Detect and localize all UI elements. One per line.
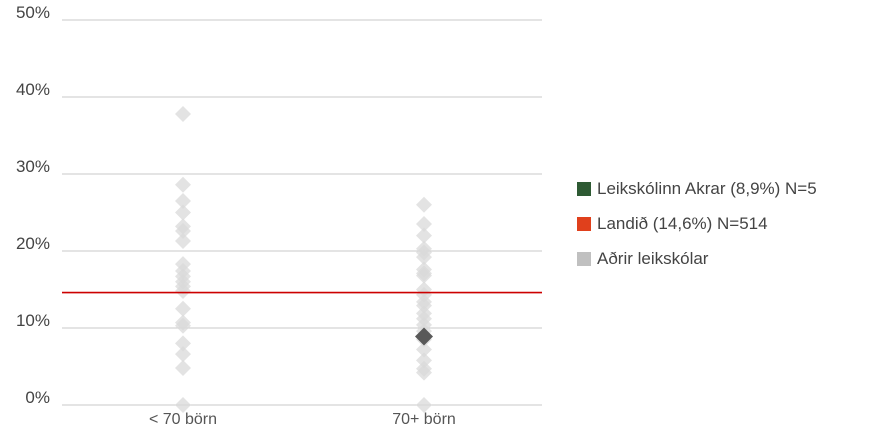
legend-label-landid: Landið (14,6%) N=514 [597,214,768,233]
data-point [416,227,432,244]
data-point [416,341,432,358]
x-category-label: 70+ börn [392,411,456,428]
data-point [416,196,432,213]
legend-item-adrir: Aðrir leikskólar [577,248,817,270]
x-category-label: < 70 börn [149,411,217,428]
data-point [175,283,191,300]
data-point [416,397,432,413]
data-point [175,300,191,317]
data-point [416,216,432,233]
highlight-point [415,327,433,346]
data-point [175,232,191,249]
data-point [175,335,191,352]
y-tick-label: 40% [16,80,50,99]
y-tick-label: 10% [16,311,50,330]
x-axis-category-labels: < 70 börn 70+ börn [149,411,456,428]
legend-swatch-adrir [577,252,591,266]
data-point [175,397,191,413]
data-point [416,352,432,369]
gridlines [62,19,542,406]
data-point [175,346,191,363]
data-point [175,204,191,221]
highlight-points [415,327,433,346]
data-point [175,105,191,122]
data-point [175,360,191,377]
data-point [416,267,432,284]
data-point [416,364,432,381]
legend-item-landid: Landið (14,6%) N=514 [577,213,817,235]
legend-swatch-landid [577,217,591,231]
data-point [175,176,191,193]
data-point [175,317,191,334]
y-axis-tick-labels: 0% 10% 20% 30% 40% 50% [16,3,50,407]
legend-label-akrar: Leikskólinn Akrar (8,9%) N=5 [597,179,817,198]
data-point [175,192,191,209]
y-tick-label: 50% [16,3,50,22]
data-point [416,249,432,266]
data-point [175,222,191,239]
y-tick-label: 20% [16,234,50,253]
legend-item-akrar: Leikskólinn Akrar (8,9%) N=5 [577,178,817,200]
data-points [175,105,432,413]
y-tick-label: 0% [25,388,50,407]
legend-label-adrir: Aðrir leikskólar [597,249,709,268]
y-tick-label: 30% [16,157,50,176]
legend-swatch-akrar [577,182,591,196]
legend: Leikskólinn Akrar (8,9%) N=5 Landið (14,… [577,178,817,283]
